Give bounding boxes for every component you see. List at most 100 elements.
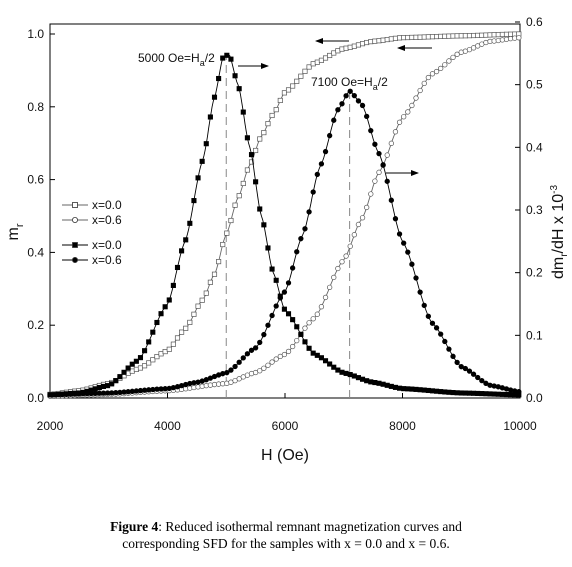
data-point [438,331,444,337]
data-point [384,37,390,43]
data-point [442,62,448,68]
legend-item-0: x=0.0 [62,198,122,212]
data-point [322,358,329,364]
data-point [232,202,238,208]
annotation-5000: 5000 Oe=Ha/2 [138,51,215,68]
data-point [429,71,436,77]
data-point [351,43,357,49]
data-point [294,337,300,344]
data-point [425,34,431,40]
data-point [150,329,156,335]
data-point [236,86,242,92]
data-point [216,259,222,265]
data-point [388,140,394,146]
data-point [466,390,473,396]
data-point [253,179,259,185]
data-point [425,313,432,319]
data-point [253,147,259,154]
data-point [421,302,427,309]
data-point [421,34,427,40]
data-point [405,34,411,41]
data-point [479,391,485,397]
data-point [96,385,102,391]
data-point [302,68,308,74]
data-point [446,346,452,352]
data-point [294,249,300,255]
data-point [257,206,263,212]
legend-label: x=0.6 [92,213,122,227]
data-point [285,348,292,355]
data-point [302,339,308,345]
data-point [442,338,448,345]
data-point [269,312,275,319]
data-point [183,237,189,243]
data-point [240,109,246,115]
data-point [187,319,193,325]
y-right-tick-label: 0.6 [526,15,543,29]
data-point [483,380,489,386]
data-point [220,55,226,61]
data-point [92,386,98,392]
data-point [401,35,407,41]
data-point [462,390,468,396]
data-point [273,356,279,362]
data-point [331,274,337,281]
data-point [483,32,489,38]
data-point [310,316,316,322]
data-point [281,90,287,96]
data-point [479,32,485,38]
data-point [470,371,477,377]
data-point [269,112,275,119]
data-point [351,232,357,238]
data-point [335,367,341,373]
data-point [438,33,444,39]
data-point [289,265,296,271]
series-2 [47,52,522,398]
data-point [261,222,267,228]
data-point [232,73,238,79]
data-point [265,322,271,328]
ticks: 2000 4000 6000 8000 10000 0.0 0.2 0.4 0.6 0.8 1.0 0… [27,15,543,433]
data-point [364,204,370,211]
data-point [433,325,440,331]
data-point [516,35,522,41]
x-axis-label: H (Oe) [261,447,309,464]
legend-marker [72,256,79,263]
data-point [475,390,481,396]
x-tick-label: 8000 [389,419,416,433]
data-point [450,390,456,396]
data-point [409,102,415,109]
data-point [327,361,333,367]
data-point [244,167,250,173]
data-point [109,381,115,387]
data-point [331,364,337,370]
data-point [429,320,436,326]
data-point [446,58,452,64]
series-3 [47,88,522,398]
data-point [216,75,222,82]
data-point [384,152,390,158]
data-point [318,355,324,361]
data-point [368,191,374,197]
y-left-tick-label: 1.0 [27,27,44,41]
data-point [327,52,333,59]
data-point [516,388,522,395]
data-point [438,389,444,395]
data-point [306,64,312,70]
data-point [170,341,176,347]
data-point [454,390,460,396]
data-point [392,384,399,390]
data-point [364,39,370,46]
data-point [347,243,353,249]
data-point [475,32,481,38]
data-point [240,355,246,361]
data-point [125,370,131,376]
data-point [359,102,366,109]
data-point [298,236,304,242]
data-point [388,383,394,389]
data-point [368,39,374,45]
data-point [228,217,234,224]
data-point [298,73,304,79]
data-point [446,389,452,395]
